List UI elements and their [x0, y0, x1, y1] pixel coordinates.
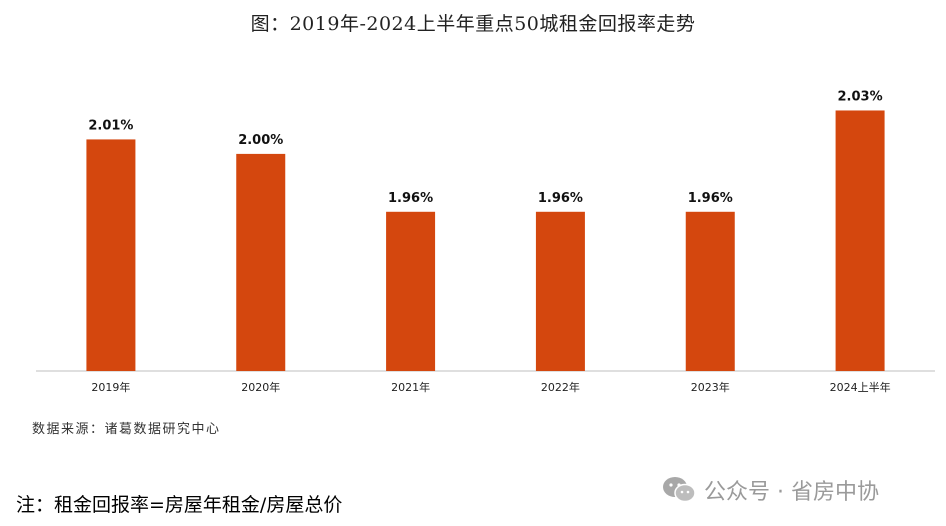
bar-value-label: 1.96% [388, 191, 433, 206]
x-tick-label: 2021年 [391, 380, 430, 394]
x-tick-label: 2024上半年 [830, 380, 891, 394]
bar [835, 110, 885, 371]
source-note: 数据来源：诸葛数据研究中心 [32, 422, 221, 437]
bar-value-label: 1.96% [538, 191, 583, 206]
chart-title: 图：2019年-2024上半年重点50城租金回报率走势 [250, 13, 696, 35]
bar [386, 211, 436, 371]
bar-value-label: 2.01% [88, 118, 133, 133]
bar-chart: 2.01% 2019年 2.00% 2020年 1.96% 2021年 1.96% 2022年… [36, 89, 935, 394]
bar [86, 139, 136, 371]
footnote: 注：租金回报率=房屋年租金/房屋总价 [16, 494, 343, 516]
bar-value-label: 2.03% [838, 89, 883, 104]
x-tick-label: 2022年 [541, 380, 580, 394]
wechat-icon [663, 477, 696, 503]
bar [535, 211, 585, 371]
bar-value-label: 1.96% [688, 191, 733, 206]
watermark: 公众号 · 省房中协 [662, 474, 879, 506]
bar [685, 211, 735, 371]
watermark-text: 公众号 · 省房中协 [704, 480, 879, 505]
x-tick-label: 2019年 [91, 380, 130, 394]
bar [236, 153, 286, 371]
x-tick-label: 2023年 [691, 380, 730, 394]
bar-value-label: 2.00% [238, 133, 283, 148]
x-tick-label: 2020年 [241, 380, 280, 394]
